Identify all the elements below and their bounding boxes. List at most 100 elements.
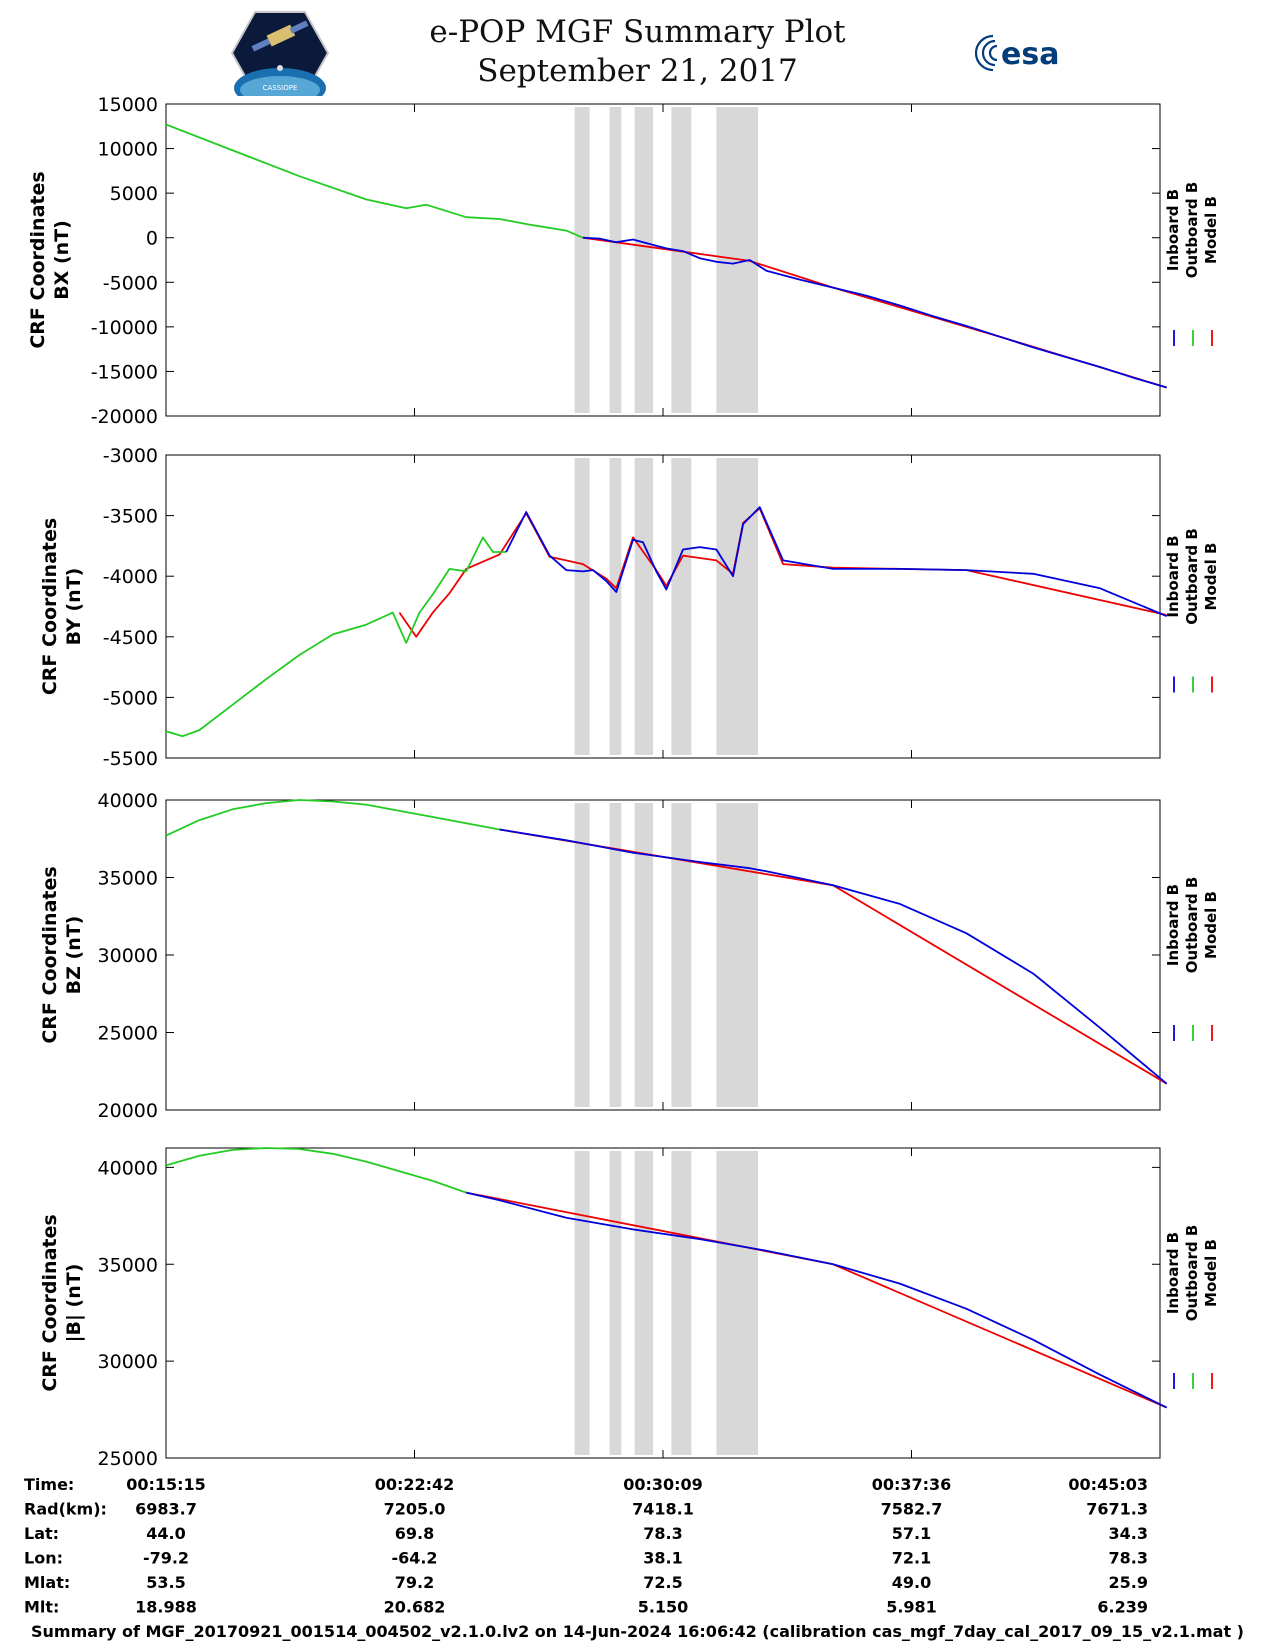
data-gap-2 bbox=[609, 803, 622, 1107]
legend-label: Outboard B bbox=[1183, 182, 1201, 279]
y-axis-label-line: BX (nT) bbox=[51, 220, 73, 300]
ephemeris-value: 78.3 bbox=[1109, 1549, 1148, 1568]
y-tick-label: 25000 bbox=[98, 1448, 158, 1470]
y-tick-label: 40000 bbox=[98, 1157, 158, 1179]
ephemeris-value: 00:30:09 bbox=[623, 1475, 703, 1494]
ephemeris-value: 78.3 bbox=[643, 1524, 682, 1543]
y-tick-label: 35000 bbox=[98, 868, 158, 890]
y-tick-label: 25000 bbox=[98, 1023, 158, 1045]
y-axis-label-line: BZ (nT) bbox=[63, 916, 85, 995]
series-model-b bbox=[582, 236, 1167, 389]
ephemeris-value: 00:15:15 bbox=[126, 1475, 206, 1494]
y-tick-label: -15000 bbox=[91, 361, 158, 383]
y-tick-label: 0 bbox=[146, 228, 158, 250]
ephemeris-value: 34.3 bbox=[1109, 1524, 1148, 1543]
plot-frame bbox=[165, 799, 1161, 1111]
y-axis-label-line: CRF Coordinates bbox=[39, 866, 61, 1043]
series-inboard-b bbox=[582, 236, 1167, 389]
ephemeris-label: Lat: bbox=[24, 1524, 59, 1543]
ephemeris-label: Mlt: bbox=[24, 1598, 59, 1617]
legend-label: Model B bbox=[1202, 1239, 1220, 1307]
legend-label: Model B bbox=[1202, 891, 1220, 959]
plot-frame bbox=[165, 103, 1161, 417]
ephemeris-label: Rad(km): bbox=[24, 1500, 107, 1519]
y-tick-label: -3000 bbox=[103, 445, 158, 467]
ephemeris-value: 00:22:42 bbox=[375, 1475, 455, 1494]
series-inboard-b bbox=[505, 506, 1168, 618]
y-tick-label: -4000 bbox=[103, 566, 158, 588]
series-outboard-b bbox=[165, 123, 584, 239]
ephemeris-value: -79.2 bbox=[143, 1549, 189, 1568]
esa-logo: esa bbox=[975, 34, 1059, 72]
data-gap-1 bbox=[574, 1151, 590, 1455]
data-gap-4 bbox=[671, 458, 692, 755]
ephemeris-label: Time: bbox=[24, 1475, 74, 1494]
data-gap-5 bbox=[716, 1151, 759, 1455]
ephemeris-label: Lon: bbox=[24, 1549, 63, 1568]
ephemeris-value: 7671.3 bbox=[1086, 1500, 1148, 1519]
panel-3: 40000 35000 30000 25000 20000 CRF Coordinates… bbox=[39, 790, 1220, 1122]
ephemeris-value: 69.8 bbox=[395, 1524, 434, 1543]
legend-label: Model B bbox=[1202, 543, 1220, 611]
y-axis-label-line: CRF Coordinates bbox=[39, 518, 61, 695]
y-tick-label: -5500 bbox=[103, 748, 158, 770]
plot-frame bbox=[165, 454, 1161, 759]
y-tick-label: -3500 bbox=[103, 506, 158, 528]
cassiope-logo: CASSIOPE bbox=[230, 11, 330, 96]
y-axis-label: CRF Coordinates BY (nT) bbox=[39, 518, 85, 695]
series-outboard-b bbox=[165, 536, 507, 738]
plot-title: e-POP MGF Summary Plot bbox=[429, 14, 846, 50]
data-gap-4 bbox=[671, 107, 692, 413]
y-tick-label: -4500 bbox=[103, 627, 158, 649]
panel-2: -3000 -3500 -4000 -4500 -5000 -5500 CRF Coordi… bbox=[39, 445, 1220, 770]
ephemeris-value: -64.2 bbox=[391, 1549, 437, 1568]
series-model-b bbox=[499, 828, 1168, 1085]
panel-1: 15000 10000 5000 0 -5000 -10000 -15000 -20000 CR… bbox=[27, 94, 1220, 428]
plot-date: September 21, 2017 bbox=[477, 53, 798, 89]
ephemeris-value: 49.0 bbox=[892, 1573, 931, 1592]
y-tick-label: 10000 bbox=[98, 139, 158, 161]
ephemeris-value: 72.5 bbox=[643, 1573, 682, 1592]
y-tick-label: -20000 bbox=[91, 406, 158, 428]
y-tick-label: 5000 bbox=[110, 183, 158, 205]
legend-label: Outboard B bbox=[1183, 528, 1201, 625]
legend-label: Inboard B bbox=[1164, 1232, 1182, 1314]
y-axis-label: CRF Coordinates BX (nT) bbox=[27, 171, 73, 348]
data-gap-2 bbox=[609, 1151, 622, 1455]
data-gap-2 bbox=[609, 107, 622, 413]
ephemeris-value: 5.150 bbox=[638, 1598, 689, 1617]
y-axis-label-line: |B| (nT) bbox=[63, 1264, 85, 1343]
y-tick-label: 30000 bbox=[98, 1351, 158, 1373]
y-tick-label: 20000 bbox=[98, 1100, 158, 1122]
series-inboard-b bbox=[465, 1191, 1168, 1409]
cassiope-logo-text: CASSIOPE bbox=[263, 84, 298, 92]
ephemeris-value: 20.682 bbox=[384, 1598, 446, 1617]
panel-4: 40000 35000 30000 25000 CRF Coordinates |B| (… bbox=[39, 1147, 1220, 1470]
ephemeris-value: 38.1 bbox=[643, 1549, 682, 1568]
legend-label: Outboard B bbox=[1183, 877, 1201, 974]
data-gap-5 bbox=[716, 458, 759, 755]
y-tick-label: 30000 bbox=[98, 945, 158, 967]
plot-frame bbox=[165, 1147, 1161, 1459]
data-gap-4 bbox=[671, 803, 692, 1107]
legend-label: Inboard B bbox=[1164, 535, 1182, 617]
series-outboard-b bbox=[165, 1147, 467, 1194]
ephemeris-value: 53.5 bbox=[146, 1573, 185, 1592]
data-gap-1 bbox=[574, 107, 590, 413]
legend-label: Outboard B bbox=[1183, 1225, 1201, 1322]
footer-summary: Summary of MGF_20170921_001514_004502_v2… bbox=[31, 1622, 1244, 1641]
y-tick-label: -5000 bbox=[103, 272, 158, 294]
ephemeris-value: 6983.7 bbox=[135, 1500, 197, 1519]
series-outboard-b bbox=[165, 799, 500, 837]
y-axis-label-line: BY (nT) bbox=[63, 568, 85, 646]
ephemeris-value: 6.239 bbox=[1097, 1598, 1148, 1617]
data-gap-3 bbox=[634, 1151, 653, 1455]
data-gap-1 bbox=[574, 458, 590, 755]
data-gap-5 bbox=[716, 803, 759, 1107]
ephemeris-label: Mlat: bbox=[24, 1573, 70, 1592]
data-gap-3 bbox=[634, 458, 653, 755]
y-tick-label: -5000 bbox=[103, 687, 158, 709]
ephemeris-value: 25.9 bbox=[1109, 1573, 1148, 1592]
ephemeris-value: 79.2 bbox=[395, 1573, 434, 1592]
